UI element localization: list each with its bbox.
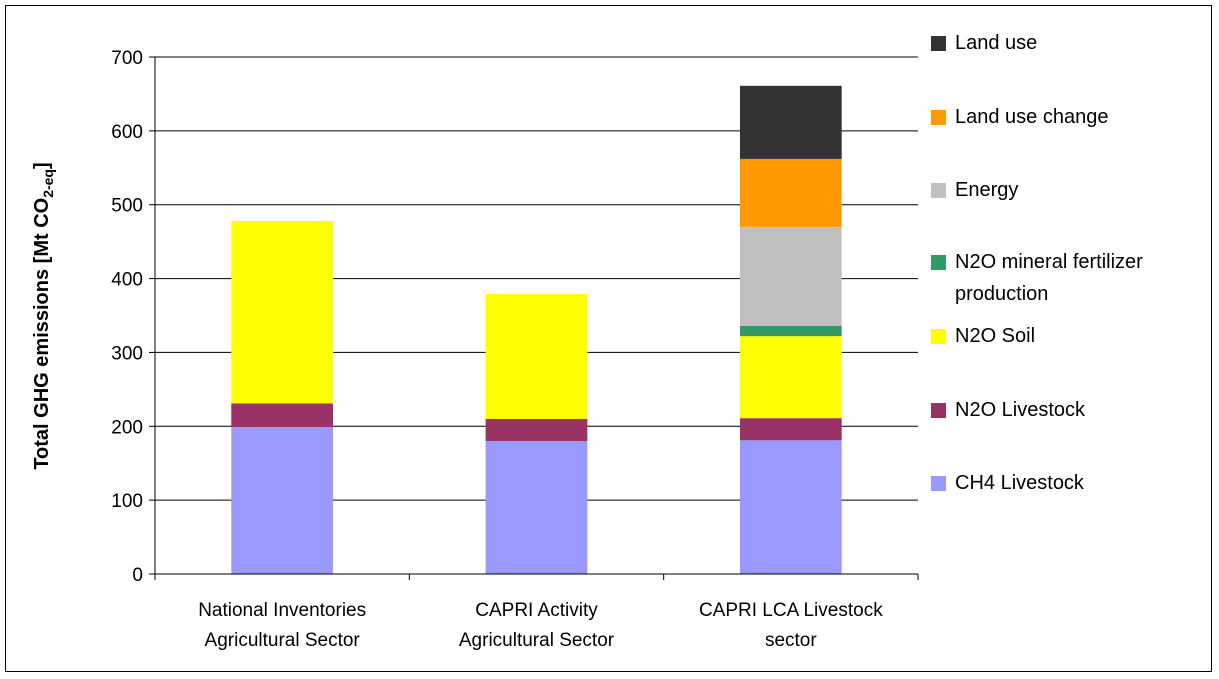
legend-label: N2O mineral fertilizer production <box>955 251 1143 305</box>
y-label-end: ] <box>31 162 53 169</box>
y-tick-label: 0 <box>132 565 143 586</box>
legend-swatch <box>931 36 946 51</box>
x-tick-label: CAPRI Activity Agricultural Sector <box>458 600 615 651</box>
x-tick-label: National Inventories Agricultural Sector <box>198 600 367 651</box>
bar-segment <box>739 158 842 227</box>
y-tick-label: 500 <box>111 196 143 217</box>
legend-label: N2O Livestock <box>955 399 1086 421</box>
y-tick-label: 700 <box>111 48 143 69</box>
bar-segment <box>739 440 842 574</box>
y-tick-label: 300 <box>111 343 143 364</box>
legend-label: CH4 Livestock <box>955 472 1084 494</box>
legend-swatch <box>931 476 946 491</box>
frame <box>5 5 1212 672</box>
bar-segment <box>231 220 334 404</box>
legend-swatch <box>931 329 946 344</box>
bar-segment <box>739 85 842 159</box>
bar-segment <box>231 403 334 428</box>
legend-label: N2O Soil <box>955 325 1036 347</box>
legend-swatch <box>931 183 946 198</box>
legend-swatch <box>931 110 946 125</box>
legend-swatch <box>931 403 946 418</box>
y-axis-label: Total GHG emissions [Mt CO2-eq] <box>31 162 56 469</box>
y-tick-label: 200 <box>111 417 143 438</box>
bar-segment <box>485 441 588 574</box>
legend-label: Land use <box>955 32 1038 54</box>
bar-segment <box>739 418 842 441</box>
legend-label: Energy <box>955 179 1019 201</box>
bar-segment <box>739 325 842 337</box>
y-tick-label: 400 <box>111 270 143 291</box>
legend-label: Land use change <box>955 106 1109 128</box>
y-label-sub: 2-eq <box>40 169 56 198</box>
bar-segment <box>485 294 588 419</box>
y-tick-label: 600 <box>111 122 143 143</box>
bar-segment <box>485 418 588 442</box>
legend-swatch <box>931 255 946 270</box>
bar-segment <box>231 427 334 574</box>
x-tick-label: CAPRI LCA Livestock sector <box>698 600 883 651</box>
y-tick-label: 100 <box>111 491 143 512</box>
bar-segment <box>739 226 842 326</box>
y-label-main: Total GHG emissions [Mt CO <box>31 198 53 470</box>
bar-segment <box>739 336 842 419</box>
